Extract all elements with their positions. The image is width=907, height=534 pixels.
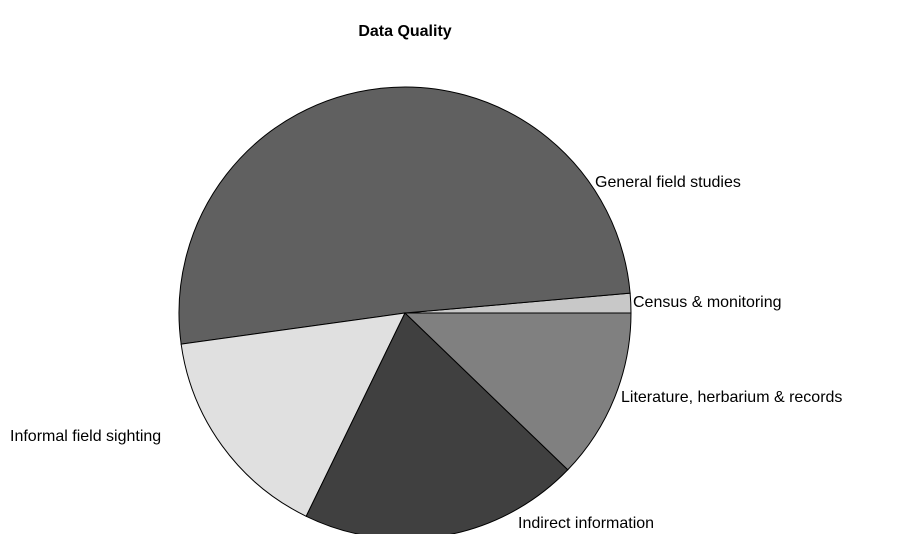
slice-label: Census & monitoring: [633, 294, 782, 311]
pie-slice: [403, 312, 632, 471]
pie-slice: [305, 312, 569, 534]
slice-label: Informal field sighting: [10, 428, 161, 445]
chart-title: Data Quality: [358, 23, 451, 40]
slice-label: Literature, herbarium & records: [621, 389, 842, 406]
pie-slice: [180, 312, 406, 517]
slice-label: Indirect information: [518, 515, 654, 532]
pie-slice: [178, 86, 631, 345]
slice-label: General field studies: [595, 174, 741, 191]
